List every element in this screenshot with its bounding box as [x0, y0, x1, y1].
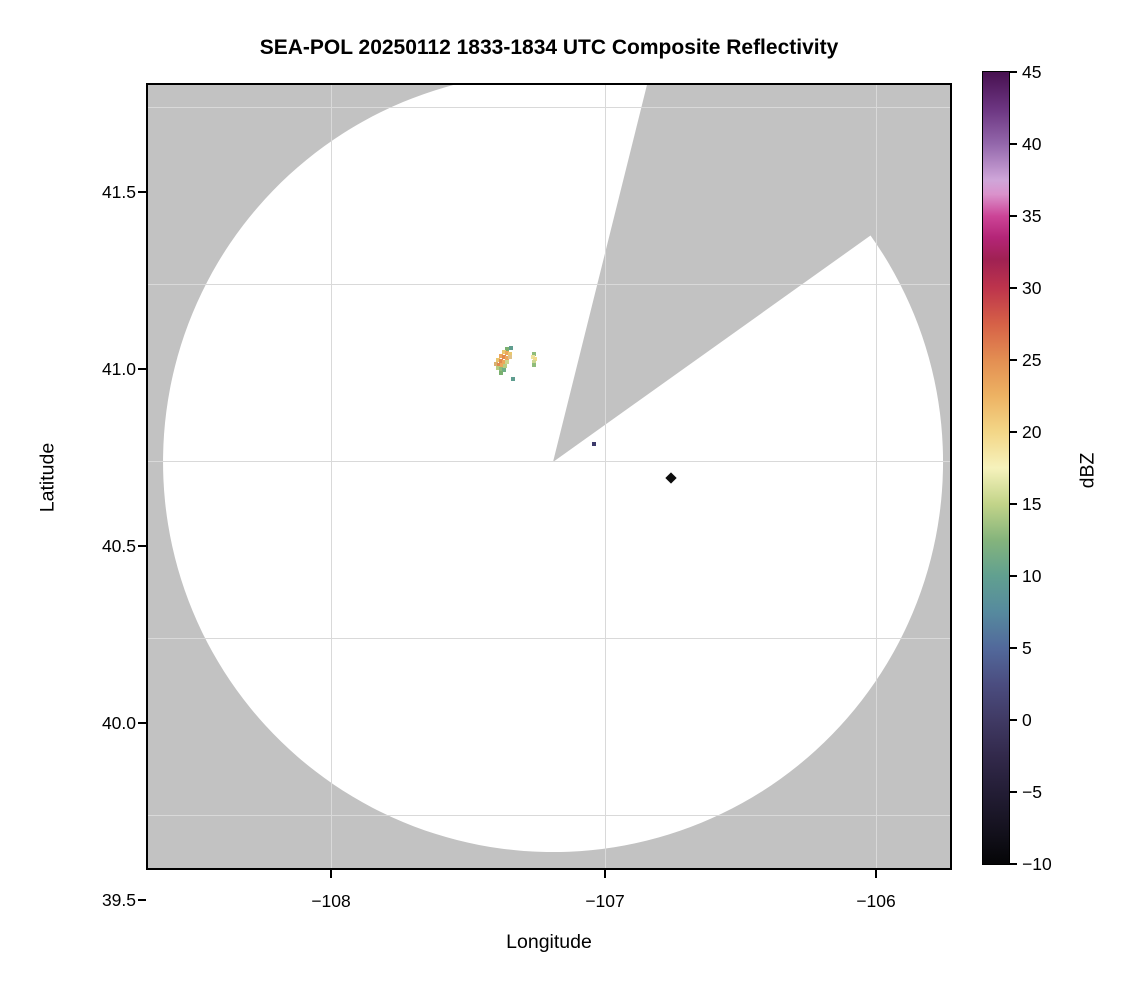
- colorbar-tick-label: 30: [1022, 278, 1042, 298]
- colorbar-tick-label: 5: [1022, 638, 1032, 658]
- echo-pixel: [508, 352, 512, 356]
- echo-pixel: [496, 366, 500, 370]
- colorbar-tick-label: 10: [1022, 566, 1042, 586]
- y-tick-mark: [138, 899, 146, 901]
- gridline-horizontal: [148, 461, 950, 462]
- colorbar-tick-label: 15: [1022, 494, 1042, 514]
- x-tick-mark: [330, 870, 332, 878]
- gridline-vertical: [605, 85, 606, 868]
- gridline-horizontal: [148, 815, 950, 816]
- y-tick-mark: [138, 545, 146, 547]
- colorbar-tick-mark: [1010, 719, 1017, 721]
- colorbar-tick-mark: [1010, 215, 1017, 217]
- map-plot-area: [146, 83, 952, 870]
- x-axis-label: Longitude: [506, 931, 592, 953]
- colorbar-tick-label: −5: [1022, 782, 1042, 802]
- gridline-horizontal: [148, 107, 950, 108]
- echo-pixel: [502, 350, 506, 354]
- echo-pixel: [532, 360, 536, 364]
- echo-pixel: [499, 359, 503, 363]
- radar-coverage-area: [163, 85, 944, 853]
- radar-coverage-svg: [163, 85, 944, 853]
- echo-pixel: [533, 357, 537, 361]
- colorbar-tick-label: 25: [1022, 350, 1042, 370]
- colorbar-tick-mark: [1010, 359, 1017, 361]
- colorbar-tick-mark: [1010, 575, 1017, 577]
- gridline-horizontal: [148, 638, 950, 639]
- colorbar-tick-label: 40: [1022, 134, 1042, 154]
- echo-pixel: [499, 371, 503, 375]
- echo-pixel: [532, 352, 536, 356]
- colorbar-tick-label: 35: [1022, 206, 1042, 226]
- echo-pixel: [505, 347, 509, 351]
- echo-pixel: [511, 377, 515, 381]
- chart-title: SEA-POL 20250112 1833-1834 UTC Composite…: [259, 36, 839, 59]
- y-tick-mark: [138, 368, 146, 370]
- colorbar-tick-mark: [1010, 71, 1017, 73]
- echo-pixel: [502, 368, 506, 372]
- echo-pixel: [532, 363, 536, 367]
- colorbar-tick-mark: [1010, 143, 1017, 145]
- x-tick-label: −108: [311, 891, 351, 911]
- y-axis-label: Latitude: [36, 442, 59, 513]
- echo-pixel: [505, 360, 509, 364]
- colorbar-tick-mark: [1010, 863, 1017, 865]
- echo-pixel: [494, 362, 498, 366]
- colorbar-tick-mark: [1010, 503, 1017, 505]
- echo-pixel: [496, 358, 500, 362]
- echo-pixel: [500, 363, 504, 367]
- x-tick-mark: [604, 870, 606, 878]
- echo-pixel: [497, 363, 501, 367]
- x-tick-mark: [875, 870, 877, 878]
- gridline-horizontal: [148, 284, 950, 285]
- echo-pixel: [508, 355, 512, 359]
- x-tick-label: −107: [585, 891, 625, 911]
- y-tick-mark: [138, 191, 146, 193]
- y-tick-label: 40.5: [101, 536, 136, 556]
- colorbar: [982, 71, 1010, 865]
- colorbar-tick-mark: [1010, 431, 1017, 433]
- gridline-vertical: [331, 85, 332, 868]
- echo-pixel: [503, 364, 507, 368]
- echo-pixel: [509, 346, 513, 350]
- gridline-vertical: [876, 85, 877, 868]
- y-tick-label: 41.0: [101, 359, 136, 379]
- y-tick-label: 39.5: [101, 890, 136, 910]
- echo-pixel: [502, 355, 506, 359]
- y-tick-label: 40.0: [101, 713, 136, 733]
- colorbar-tick-mark: [1010, 287, 1017, 289]
- colorbar-tick-mark: [1010, 791, 1017, 793]
- colorbar-tick-mark: [1010, 647, 1017, 649]
- echo-pixel: [505, 356, 509, 360]
- y-tick-label: 41.5: [101, 182, 136, 202]
- echo-pixel: [505, 351, 509, 355]
- colorbar-tick-label: 0: [1022, 710, 1032, 730]
- colorbar-tick-label: 20: [1022, 422, 1042, 442]
- x-tick-label: −106: [856, 891, 896, 911]
- y-tick-mark: [138, 722, 146, 724]
- echo-pixel: [499, 367, 503, 371]
- echo-pixel: [502, 360, 506, 364]
- colorbar-tick-label: −10: [1022, 854, 1052, 874]
- colorbar-label: dBZ: [1076, 452, 1099, 489]
- echo-pixel: [499, 354, 503, 358]
- colorbar-gradient: [983, 72, 1009, 864]
- colorbar-tick-label: 45: [1022, 62, 1042, 82]
- echo-pixel: [592, 442, 596, 446]
